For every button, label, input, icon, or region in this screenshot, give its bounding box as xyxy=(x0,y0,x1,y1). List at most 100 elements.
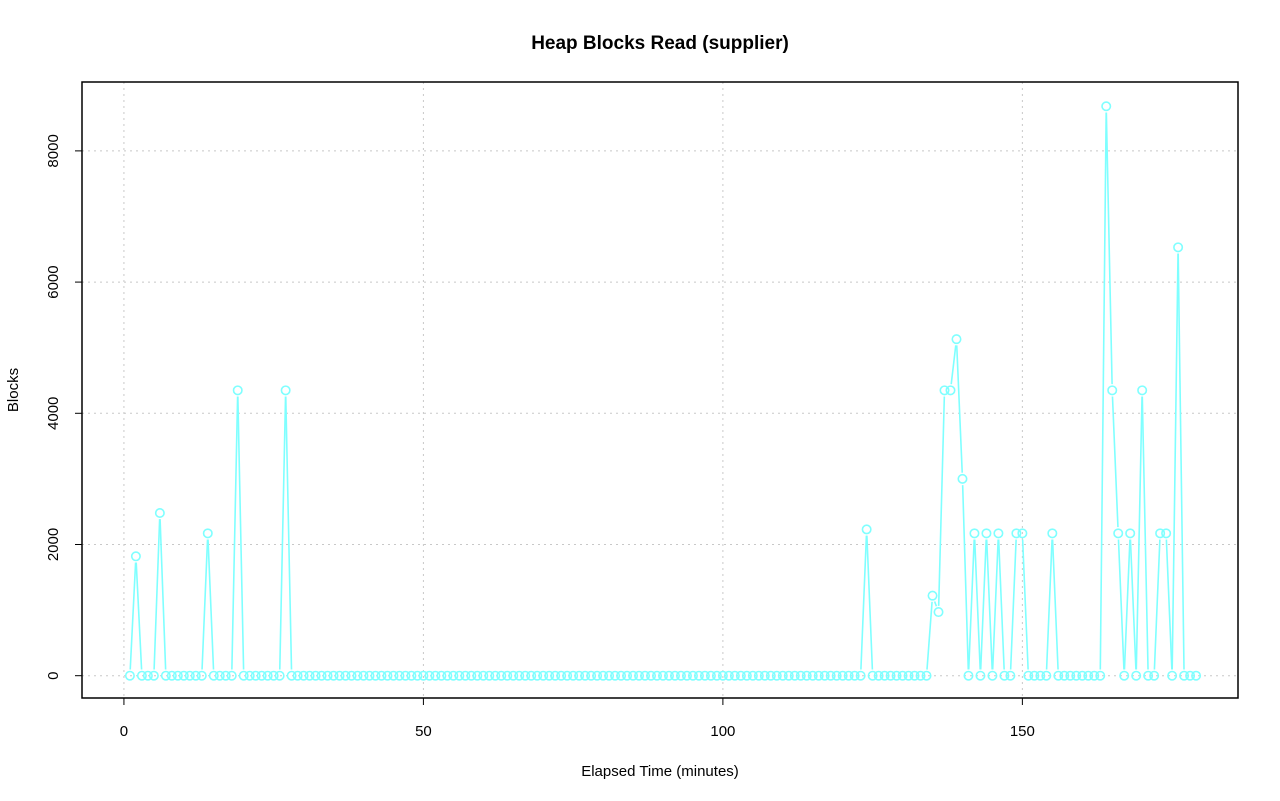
data-point xyxy=(490,670,501,681)
data-point xyxy=(142,670,153,681)
data-point xyxy=(328,670,339,681)
data-point xyxy=(364,670,375,681)
data-point xyxy=(604,670,615,681)
data-point xyxy=(1167,670,1178,681)
data-point xyxy=(256,670,267,681)
data-point xyxy=(1191,670,1202,681)
series-segment xyxy=(237,396,245,670)
data-point xyxy=(316,670,327,681)
series-line xyxy=(129,112,1185,670)
series-segment xyxy=(231,396,239,670)
x-axis-label: Elapsed Time (minutes) xyxy=(581,763,739,780)
data-point xyxy=(855,670,866,681)
data-point xyxy=(190,670,201,681)
series-segment xyxy=(860,535,868,670)
data-point xyxy=(562,670,573,681)
data-point xyxy=(610,670,621,681)
data-point xyxy=(586,670,597,681)
x-tick-label: 0 xyxy=(120,723,128,740)
data-point xyxy=(208,670,219,681)
data-point xyxy=(538,670,549,681)
series-segment xyxy=(153,519,161,670)
series-segment xyxy=(967,539,975,670)
data-point xyxy=(172,670,183,681)
data-point xyxy=(723,670,734,681)
data-point xyxy=(861,524,872,535)
data-point xyxy=(346,670,357,681)
data-point xyxy=(735,670,746,681)
data-point xyxy=(831,670,842,681)
x-tick-label: 150 xyxy=(1010,723,1035,740)
data-point xyxy=(178,670,189,681)
data-point xyxy=(657,670,668,681)
data-point xyxy=(1131,670,1142,681)
series-segment xyxy=(135,562,143,670)
data-point xyxy=(1017,528,1028,539)
series-segment xyxy=(937,396,946,606)
data-point xyxy=(376,670,387,681)
data-point xyxy=(340,670,351,681)
data-point xyxy=(1137,385,1148,396)
data-point xyxy=(400,670,411,681)
data-point xyxy=(1119,670,1130,681)
data-point xyxy=(124,670,135,681)
data-point xyxy=(622,670,633,681)
data-point xyxy=(1059,670,1070,681)
data-point xyxy=(238,670,249,681)
data-point xyxy=(634,670,645,681)
data-point xyxy=(220,670,231,681)
series-segment xyxy=(926,601,933,670)
data-point xyxy=(873,670,884,681)
y-axis: 0 2000 4000 6000 8000 xyxy=(45,134,83,680)
data-point xyxy=(1041,670,1052,681)
data-point xyxy=(598,670,609,681)
series-segment xyxy=(159,519,167,670)
data-point xyxy=(663,670,674,681)
data-point xyxy=(382,670,393,681)
data-point xyxy=(699,670,710,681)
data-point xyxy=(430,670,441,681)
series-segment xyxy=(985,539,993,670)
data-point xyxy=(897,670,908,681)
data-point xyxy=(705,670,716,681)
data-point xyxy=(1053,670,1064,681)
data-point xyxy=(640,670,651,681)
x-axis: 0 50 100 150 xyxy=(120,697,1035,740)
data-point xyxy=(1083,670,1094,681)
data-point xyxy=(322,670,333,681)
data-point xyxy=(484,670,495,681)
data-point xyxy=(574,670,585,681)
data-point xyxy=(999,670,1010,681)
series-segment xyxy=(1165,539,1173,670)
series-segment xyxy=(950,345,957,385)
series-segment xyxy=(284,396,293,670)
data-point xyxy=(352,670,363,681)
data-point xyxy=(843,670,854,681)
data-point xyxy=(304,670,315,681)
series-segment xyxy=(933,601,938,607)
data-point xyxy=(520,670,531,681)
data-point xyxy=(1143,670,1154,681)
data-point xyxy=(927,590,938,601)
data-point xyxy=(759,670,770,681)
data-point xyxy=(652,670,663,681)
data-point xyxy=(945,385,956,396)
data-point xyxy=(741,670,752,681)
data-point xyxy=(286,670,297,681)
data-point xyxy=(388,670,399,681)
data-point xyxy=(801,670,812,681)
data-point xyxy=(646,670,657,681)
data-point xyxy=(909,670,920,681)
data-point xyxy=(166,670,177,681)
data-point xyxy=(292,670,303,681)
data-point xyxy=(448,670,459,681)
grid xyxy=(82,82,1238,698)
data-point xyxy=(849,670,860,681)
data-point xyxy=(424,670,435,681)
data-point xyxy=(514,670,525,681)
y-tick-label: 4000 xyxy=(45,397,62,430)
data-point xyxy=(951,334,962,345)
series-segment xyxy=(991,539,999,670)
data-point xyxy=(526,670,537,681)
series-segment xyxy=(129,562,137,670)
